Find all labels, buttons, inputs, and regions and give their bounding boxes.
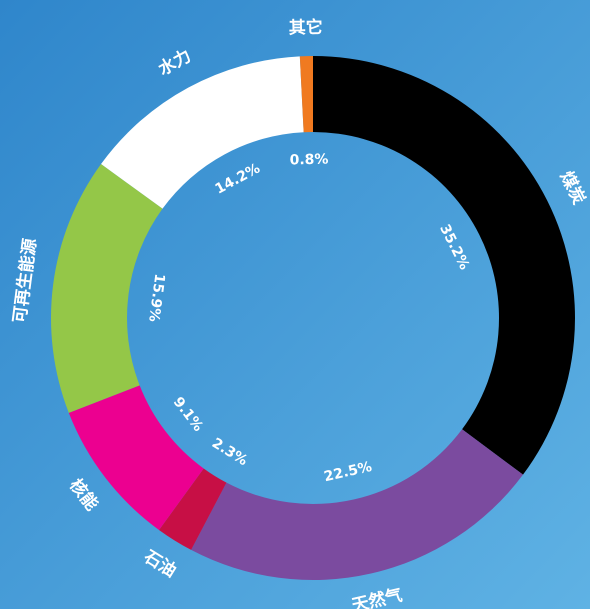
- donut-segment: [68, 385, 204, 530]
- donut-segment: [50, 164, 163, 413]
- value-label: 15.9%: [145, 273, 167, 323]
- category-label: 其它: [288, 17, 323, 39]
- donut-segment: [101, 56, 304, 209]
- donut-segment: [313, 56, 576, 475]
- donut-segment: [299, 56, 313, 133]
- value-label: 0.8%: [289, 152, 328, 169]
- donut-segment: [159, 468, 227, 550]
- donut-segment: [191, 429, 524, 580]
